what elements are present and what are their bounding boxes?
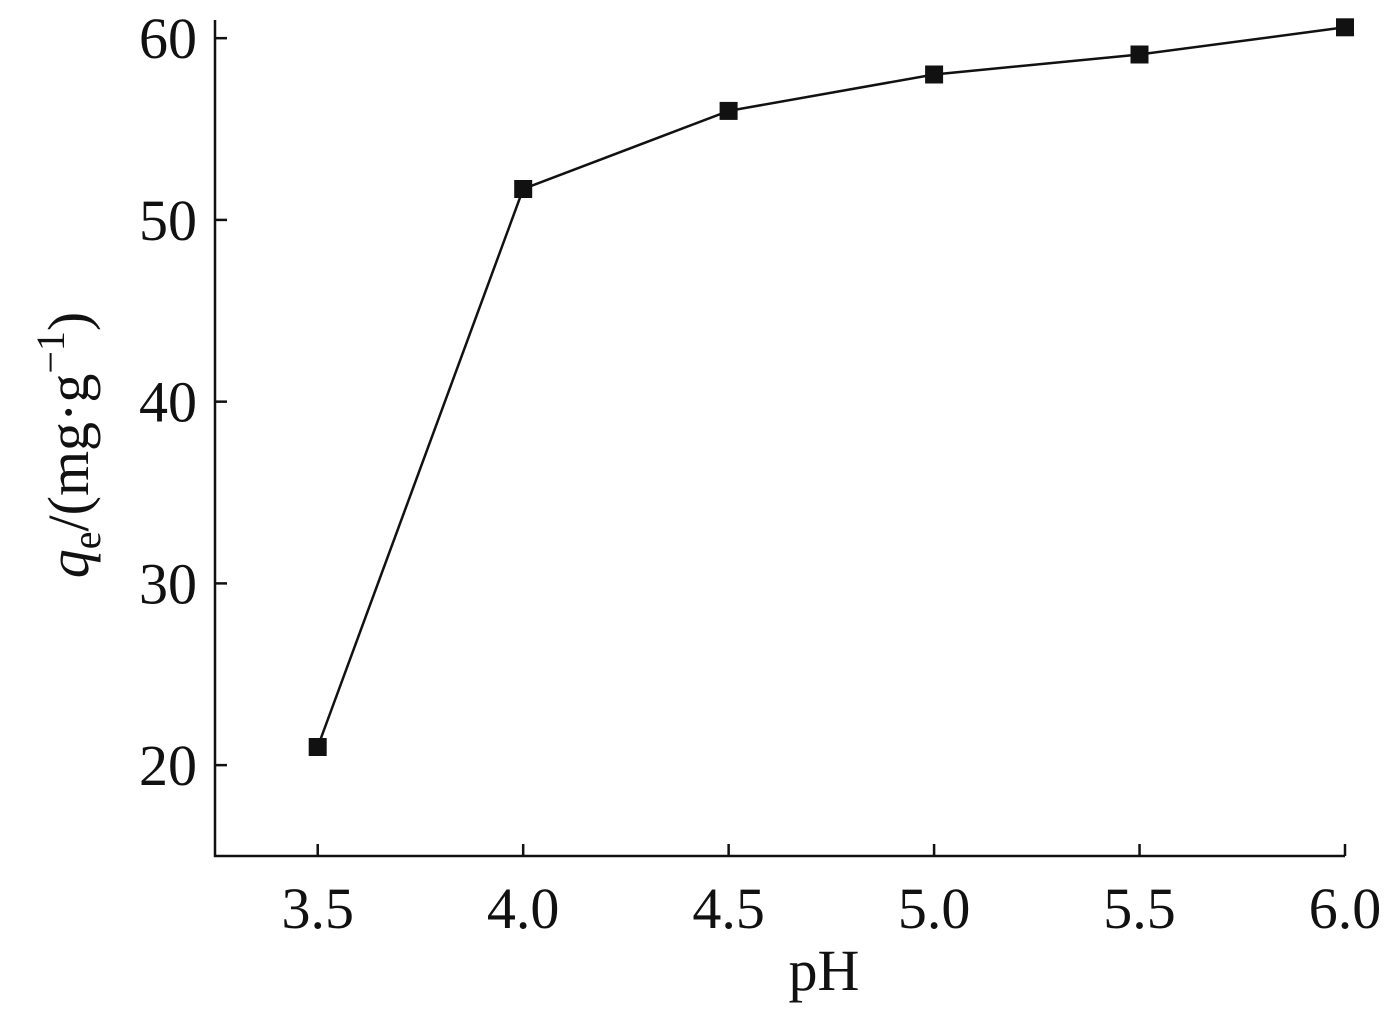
series-markers: [308, 18, 1354, 756]
y-tick-label: 40: [139, 370, 197, 435]
y-tick-label: 60: [139, 6, 197, 71]
x-tick-label: 4.5: [692, 876, 765, 941]
axes-frame: [213, 20, 1345, 858]
y-axis-title-unit-prefix: /(mg·g: [36, 374, 101, 532]
y-axis-title-subscript: e: [64, 531, 109, 549]
y-axis-title: qe/(mg·g−1): [28, 312, 109, 579]
series-line: [316, 26, 1346, 748]
plot-area: [308, 18, 1354, 756]
x-tick-label: 6.0: [1309, 876, 1382, 941]
data-point: [1130, 45, 1149, 64]
x-axis-ticks: 3.5 4.0 4.5 5.0 5.5 6.0: [281, 844, 1381, 941]
y-axis-title-symbol: q: [36, 549, 101, 578]
y-axis-ticks: 20 30 40 50 60: [139, 6, 227, 798]
y-axis-title-unit-superscript: −1: [28, 331, 73, 374]
y-tick-label: 30: [139, 551, 197, 616]
x-tick-label: 5.5: [1103, 876, 1176, 941]
data-point: [719, 101, 738, 120]
x-tick-label: 5.0: [898, 876, 971, 941]
data-point: [514, 180, 533, 198]
y-axis-title-unit-suffix: ): [36, 312, 101, 331]
x-tick-label: 4.0: [487, 876, 560, 941]
data-point: [308, 738, 327, 756]
x-axis-title: pH: [789, 938, 860, 1003]
data-point: [1336, 18, 1354, 37]
y-tick-label: 20: [139, 733, 197, 798]
data-point: [925, 65, 944, 84]
y-tick-label: 50: [139, 188, 197, 253]
axes: [213, 20, 1345, 858]
x-tick-label: 3.5: [281, 876, 354, 941]
